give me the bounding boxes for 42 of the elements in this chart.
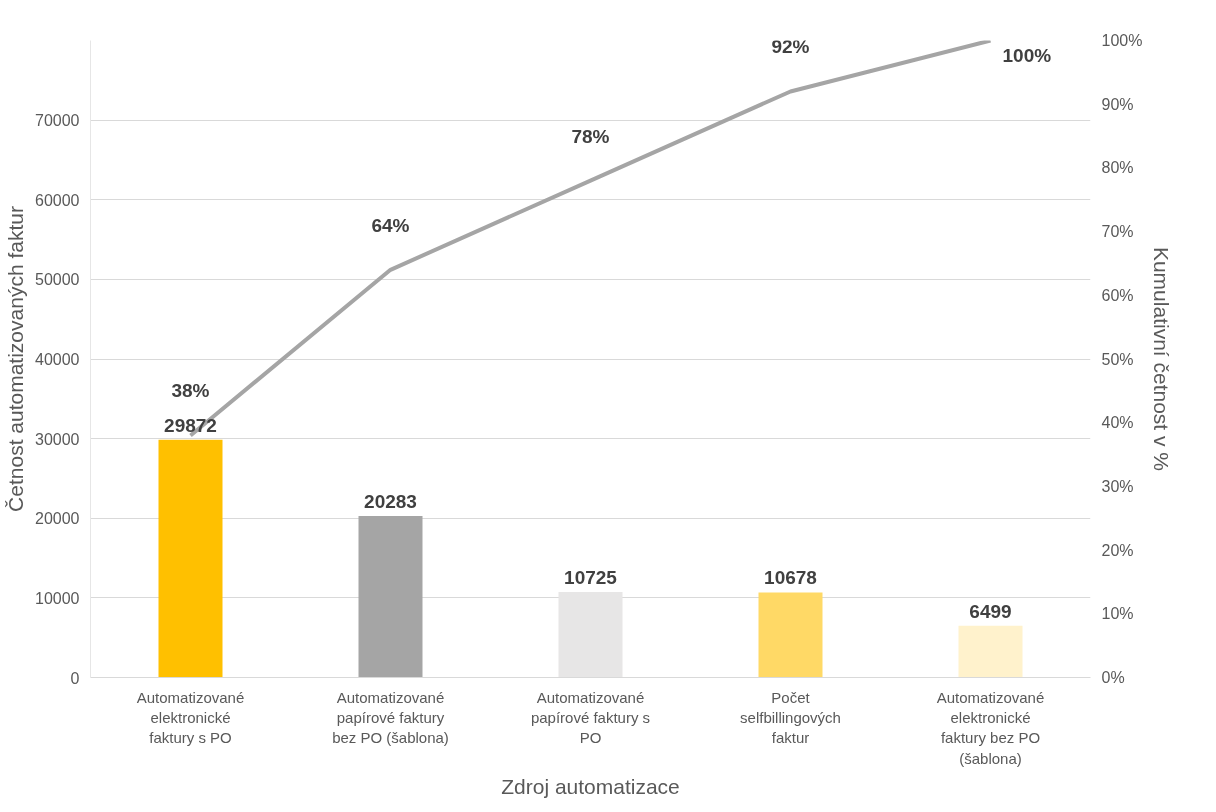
y2-tick-label: 100% — [1101, 32, 1143, 49]
y2-tick-label: 30% — [1101, 477, 1134, 495]
data-label: 64% — [371, 214, 410, 236]
bar — [358, 516, 423, 678]
y2-tick-label: 20% — [1101, 541, 1134, 559]
y2-tick-label: 80% — [1101, 159, 1134, 177]
y-tick-label: 50000 — [35, 271, 80, 289]
x-tick-label: Počet selfbillingových faktur — [740, 688, 841, 747]
y-tick-label: 0 — [70, 669, 80, 687]
y2-tick-label: 40% — [1101, 414, 1134, 432]
bar — [558, 592, 623, 678]
x-tick-label: Automatizované elektronické faktury bez PO (šablona) — [936, 688, 1045, 767]
data-label: 6499 — [969, 600, 1012, 622]
data-label: 38% — [171, 380, 210, 402]
y-axis-title: Četnost automatizovaných faktur — [4, 206, 28, 512]
x-tick-label: Automatizované papírové faktury s PO — [530, 688, 651, 747]
bar — [758, 592, 823, 678]
y-tick-label: 20000 — [35, 510, 80, 528]
y2-tick-label: 50% — [1101, 350, 1134, 368]
y2-tick-label: 90% — [1101, 95, 1134, 113]
x-tick-label: Automatizované elektronické faktury s PO — [136, 688, 245, 747]
bar — [158, 439, 223, 678]
y2-axis-title: Kumulativní četnost v % — [1150, 246, 1174, 472]
data-label: 10678 — [764, 567, 817, 589]
y-tick-label: 40000 — [35, 351, 80, 368]
data-label: 92% — [771, 36, 810, 58]
data-label: 78% — [571, 125, 610, 147]
y-tick-label: 30000 — [35, 430, 80, 448]
y-tick-label: 60000 — [35, 191, 80, 209]
bar — [958, 625, 1023, 678]
data-label: 29872 — [164, 414, 217, 436]
x-tick-label: Automatizované papírové faktury bez PO (šablona) — [332, 688, 449, 747]
y2-tick-label: 0% — [1101, 669, 1125, 686]
y-tick-label: 70000 — [35, 112, 80, 130]
y-tick-label: 10000 — [35, 589, 80, 607]
y2-tick-label: 70% — [1101, 223, 1134, 241]
y2-tick-label: 10% — [1101, 605, 1134, 623]
data-label: 10725 — [564, 567, 618, 589]
data-label: 20283 — [364, 491, 417, 512]
y2-tick-label: 60% — [1101, 286, 1134, 304]
data-label: 100% — [1002, 44, 1052, 66]
x-axis-title: Zdroj automatizace — [501, 774, 680, 798]
